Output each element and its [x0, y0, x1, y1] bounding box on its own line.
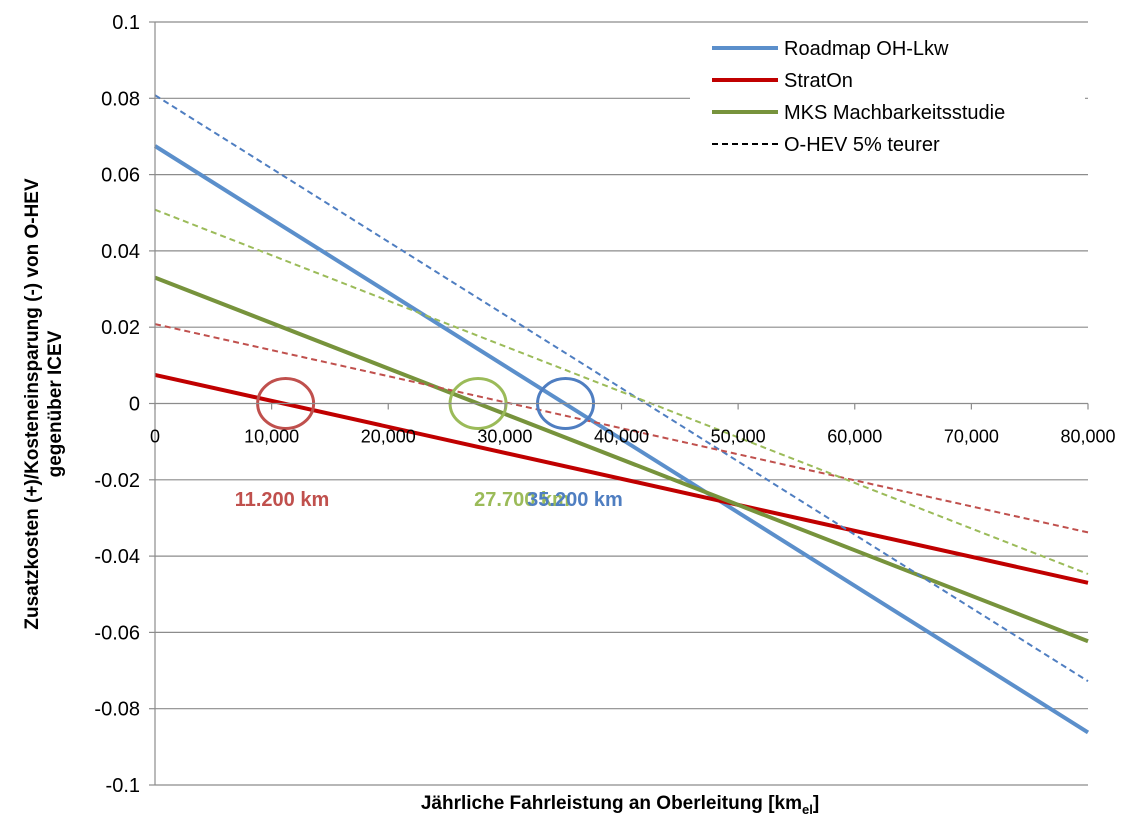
x-tick-label: 30,000	[477, 427, 532, 447]
x-axis-label-subscript: el	[802, 802, 813, 817]
y-tick-label: -0.06	[94, 622, 140, 644]
y-tick-label: 0.1	[112, 12, 140, 34]
y-tick-label: -0.04	[94, 546, 140, 568]
y-tick-label: -0.02	[94, 470, 140, 492]
legend: Roadmap OH-Lkw StratOn MKS Machbarkeitsstu…	[690, 28, 1085, 168]
x-tick-label: 80,000	[1060, 427, 1115, 447]
series-line-2	[154, 275, 1089, 644]
annotation-label-1: 27.700 km	[474, 489, 570, 511]
legend-label: StratOn	[784, 70, 853, 92]
legend-label: O-HEV 5% teurer	[784, 134, 940, 156]
series-line-0	[153, 144, 1090, 735]
legend-label: MKS Machbarkeitsstudie	[784, 102, 1005, 124]
y-tick-label: 0.04	[101, 241, 140, 263]
x-axis-label: Jährliche Fahrleistung an Oberleitung [k…	[421, 793, 819, 817]
y-tick-labels: 0.1 0.08 0.06 0.04 0.02 0 -0.02 -0.04 -0.06 -0.08…	[94, 12, 140, 797]
x-tick-label: 40,000	[594, 427, 649, 447]
x-tick-label: 70,000	[944, 427, 999, 447]
annotation-label-2: 35.200 km	[527, 489, 623, 511]
x-tick-label: 0	[150, 427, 160, 447]
series-line-6	[154, 208, 1089, 575]
y-tick-label: -0.08	[94, 699, 140, 721]
x-tick-label: 50,000	[711, 427, 766, 447]
series-line-1	[154, 372, 1089, 585]
axes	[149, 21, 1089, 786]
y-tick-label: 0.06	[101, 165, 140, 187]
x-tick-label: 20,000	[361, 427, 416, 447]
y-axis-label-line1: Zusatzkosten (+)/Kosteneinsparung (-) vo…	[22, 178, 43, 630]
y-axis-label-line2: gegenüber ICEV	[45, 330, 66, 477]
x-axis-label-text: Jährliche Fahrleistung an Oberleitung [k…	[421, 793, 802, 814]
x-axis-label-end: ]	[813, 793, 819, 814]
series-line-4	[154, 94, 1089, 683]
y-tick-label: 0.02	[101, 317, 140, 339]
series-lines	[153, 94, 1090, 735]
x-tick-label: 60,000	[827, 427, 882, 447]
y-tick-label: -0.1	[106, 775, 140, 797]
x-tick-labels: 0 10,000 20,000 30,000 40,000 50,000 60,000 70,…	[150, 427, 1116, 447]
y-tick-label: 0	[129, 394, 140, 416]
y-tick-label: 0.08	[101, 88, 140, 110]
annotation-label-0: 11.200 km	[235, 489, 330, 511]
legend-label: Roadmap OH-Lkw	[784, 38, 949, 60]
x-tick-label: 10,000	[244, 427, 299, 447]
